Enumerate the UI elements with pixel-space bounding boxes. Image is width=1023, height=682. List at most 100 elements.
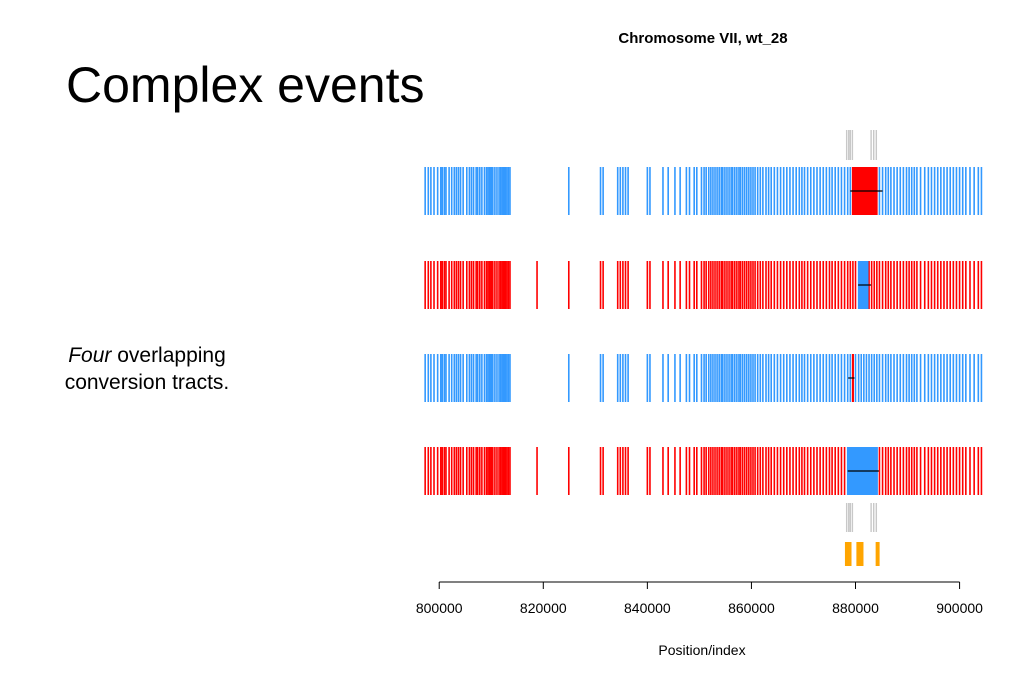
gray-marker-top [845, 130, 848, 160]
track-3-marker [806, 354, 809, 402]
track-2-marker [479, 261, 481, 309]
track-1-marker [619, 167, 622, 215]
track-4-marker [465, 447, 468, 495]
track-1-marker [887, 167, 890, 215]
track-3-marker [865, 354, 868, 402]
x-tick-label: 860000 [728, 600, 775, 616]
track-3-marker [662, 354, 664, 402]
track-3-marker [776, 354, 779, 402]
track-2-marker [448, 261, 450, 309]
track-1-marker [779, 167, 782, 215]
track-3-marker [468, 354, 471, 402]
track-2-marker [798, 261, 801, 309]
track-3-marker [567, 354, 570, 402]
track-2-marker [688, 261, 691, 309]
track-4-marker [501, 447, 503, 495]
track-1-marker [504, 167, 507, 215]
track-2-marker [822, 261, 825, 309]
track-3-marker [688, 354, 691, 402]
track-3-marker [863, 354, 865, 402]
track-3-marker [506, 354, 508, 402]
track-1-marker [662, 167, 664, 215]
track-2-marker [730, 261, 732, 309]
track-2-marker [662, 261, 664, 309]
track-3-marker [857, 354, 860, 402]
track-1-marker [927, 167, 930, 215]
track-4-marker [887, 447, 890, 495]
track-4-marker [616, 447, 619, 495]
track-2-marker [767, 261, 770, 309]
track-1-marker [801, 167, 803, 215]
track-1-marker [498, 167, 500, 215]
track-4-marker [492, 447, 494, 495]
track-3-marker [837, 354, 840, 402]
track-3-marker [936, 354, 939, 402]
track-1-marker [674, 167, 676, 215]
track-1-marker [679, 167, 681, 215]
track-2-marker [483, 261, 486, 309]
track-3-marker [483, 354, 486, 402]
track-2-marker [622, 261, 624, 309]
track-3-marker [714, 354, 716, 402]
track-4-marker [767, 447, 770, 495]
track-3-marker [765, 354, 767, 402]
track-4-marker [724, 447, 726, 495]
track-4-marker [487, 447, 489, 495]
track-3-marker [465, 354, 468, 402]
track-2-marker [916, 261, 918, 309]
track-2-marker [887, 261, 890, 309]
track-4-marker [685, 447, 688, 495]
track-4-marker [969, 447, 971, 495]
track-2-marker [465, 261, 468, 309]
track-2-marker [602, 261, 604, 309]
track-2-marker [840, 261, 843, 309]
track-3-marker [795, 354, 797, 402]
track-4-marker [831, 447, 833, 495]
track-2-marker [752, 261, 754, 309]
track-1-marker [649, 167, 651, 215]
track-1-marker [599, 167, 602, 215]
track-1-marker [806, 167, 809, 215]
track-1-marker [831, 167, 833, 215]
track-4-marker [433, 447, 435, 495]
track-3-marker [969, 354, 971, 402]
track-4-marker [789, 447, 791, 495]
track-1-marker [728, 167, 730, 215]
track-1-marker [770, 167, 773, 215]
track-1-marker [490, 167, 493, 215]
track-2-marker [502, 261, 505, 309]
track-4-marker [619, 447, 622, 495]
track-3-marker [902, 354, 905, 402]
track-4-marker [834, 447, 837, 495]
track-1-marker [485, 167, 488, 215]
track-1-marker [741, 167, 744, 215]
track-2-marker [674, 261, 676, 309]
track-2-marker [952, 261, 955, 309]
track-3-marker [958, 354, 961, 402]
track-2-marker [748, 261, 750, 309]
track-3-marker [479, 354, 481, 402]
track-4-marker [930, 447, 933, 495]
track-2-marker [470, 261, 473, 309]
track-4-marker [722, 447, 724, 495]
track-3-marker [943, 354, 945, 402]
track-2-marker [854, 261, 857, 309]
track-4-marker [688, 447, 691, 495]
track-2-marker [943, 261, 945, 309]
track-3-marker [786, 354, 788, 402]
track-1-marker [916, 167, 918, 215]
track-2-marker [712, 261, 714, 309]
track-4-marker [485, 447, 488, 495]
track-1-marker [688, 167, 691, 215]
track-4-marker [506, 447, 508, 495]
track-4-marker [716, 447, 718, 495]
track-3-marker [977, 354, 980, 402]
event-marker [856, 542, 859, 566]
track-2-marker [439, 261, 442, 309]
track-2-marker [624, 261, 627, 309]
track-4-marker [923, 447, 926, 495]
track-1-marker [703, 167, 705, 215]
track-1-marker [476, 167, 479, 215]
track-2-marker [703, 261, 705, 309]
track-1-marker [710, 167, 712, 215]
